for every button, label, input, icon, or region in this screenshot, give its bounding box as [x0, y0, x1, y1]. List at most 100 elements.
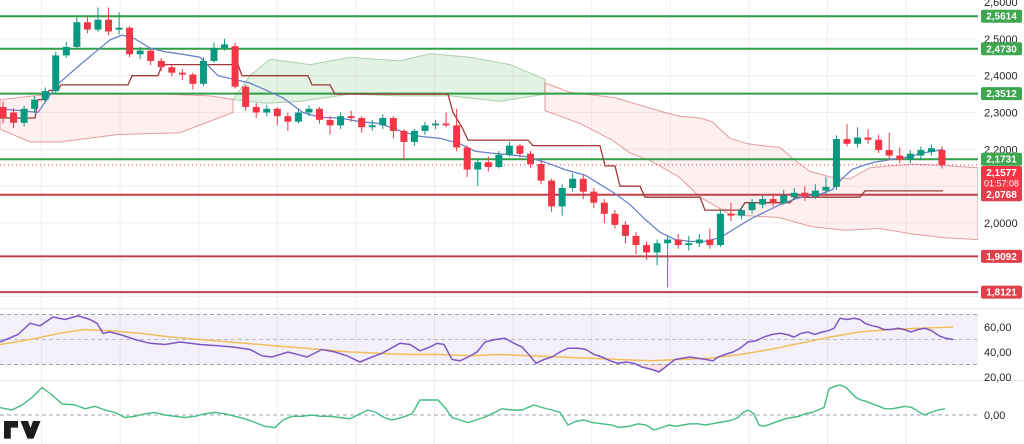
candle-body: [263, 108, 271, 113]
candle-body: [938, 150, 946, 165]
level-badge-label: 2,3512: [986, 89, 1017, 100]
candle-body: [73, 22, 81, 47]
candle-body: [347, 116, 355, 119]
candle-body: [10, 112, 18, 123]
candle-body: [94, 19, 102, 30]
candle-body: [832, 139, 840, 187]
level-badge-2,0768: 2,0768: [981, 188, 1022, 202]
candle-body: [210, 48, 218, 61]
candle-body: [147, 50, 155, 61]
level-badge-label: 2,4730: [986, 44, 1017, 55]
level-badge-1,8121: 1,8121: [981, 285, 1022, 299]
candle-body: [548, 180, 556, 207]
candle-body: [52, 55, 60, 92]
axis-badges: 2,5614 2,4730 2,3512 2,1731 2,0768 1,9092 1,81…: [981, 9, 1022, 299]
oscillator-tick-label: 0,00: [984, 410, 1005, 422]
candle-body: [885, 150, 893, 156]
level-badge-label: 1,8121: [986, 288, 1017, 299]
candle-body: [178, 72, 186, 75]
ichimoku-base-line: [0, 63, 943, 211]
candle-body: [421, 125, 429, 131]
candle-body: [579, 178, 587, 192]
candle-body: [432, 123, 440, 126]
candles: [0, 7, 946, 288]
candle-body: [600, 202, 608, 214]
candle-body: [674, 239, 682, 246]
candle-body: [189, 74, 197, 84]
candle-body: [590, 191, 598, 203]
candle-body: [906, 153, 914, 160]
candle-body: [864, 137, 872, 140]
candle-body: [294, 112, 302, 122]
candle-body: [516, 145, 524, 154]
candle-body: [495, 154, 503, 167]
candle-body: [389, 118, 397, 131]
candle-body: [780, 195, 788, 203]
tradingview-logo-icon[interactable]: [4, 421, 41, 439]
candle-body: [316, 108, 323, 120]
level-badge-2,4730: 2,4730: [981, 42, 1022, 56]
candle-body: [31, 99, 39, 109]
rsi-tick-label: 60,00: [984, 322, 1012, 334]
level-badge-2,3512: 2,3512: [981, 87, 1022, 101]
candle-body: [505, 145, 513, 155]
candle-body: [527, 153, 534, 165]
candle-body: [769, 199, 777, 203]
candle-body: [927, 148, 935, 152]
candle-body: [41, 91, 49, 100]
price-tick-label: 2,3000: [984, 107, 1018, 119]
candle-body: [126, 27, 134, 55]
oscillator-line: [0, 384, 946, 431]
candle-body: [611, 213, 619, 225]
rsi-line: [0, 315, 954, 373]
candle-body: [252, 106, 260, 113]
candle-body: [811, 190, 819, 197]
candle-body: [558, 187, 566, 207]
candle-body: [231, 46, 239, 87]
level-badge-label: 2,5614: [986, 12, 1017, 23]
candle-body: [62, 46, 70, 56]
rsi-tick-label: 40,00: [984, 347, 1012, 359]
candle-body: [854, 137, 862, 144]
candle-body: [20, 108, 28, 123]
candle-body: [759, 199, 767, 205]
candle-body: [0, 106, 7, 119]
rsi-tick-label: 20,00: [984, 372, 1012, 384]
cloud-bullish: [232, 53, 546, 104]
candle-body: [695, 239, 703, 244]
candle-body: [716, 213, 724, 246]
candle-body: [896, 155, 904, 160]
candle-body: [653, 243, 661, 253]
grid: [0, 0, 978, 444]
price-tick-label: 2,6000: [984, 0, 1018, 9]
candle-body: [474, 162, 482, 170]
candle-body: [453, 125, 461, 148]
candle-body: [379, 118, 387, 126]
candle-body: [199, 60, 207, 84]
candle-body: [484, 162, 492, 167]
candle-body: [463, 147, 471, 170]
candle-body: [305, 108, 313, 113]
level-badge-2,5614: 2,5614: [981, 9, 1022, 23]
last-price-countdown: 01:57:08: [984, 179, 1019, 189]
candle-body: [875, 139, 883, 151]
candle-body: [843, 139, 851, 144]
candle-body: [284, 116, 292, 122]
candle-body: [738, 210, 745, 216]
candle-body: [368, 125, 376, 128]
price-tick-label: 2,0000: [984, 218, 1018, 230]
candle-body: [273, 108, 281, 117]
cloud-bearish: [544, 82, 978, 241]
level-badge-label: 1,9092: [986, 252, 1017, 263]
candle-body: [136, 50, 144, 55]
level-badge-label: 2,1731: [986, 155, 1017, 166]
candle-body: [748, 202, 756, 211]
candle-body: [442, 123, 450, 126]
candle-body: [790, 192, 798, 198]
candle-body: [632, 235, 640, 246]
last-price-value: 2,1577: [986, 168, 1017, 179]
candle-body: [400, 130, 408, 142]
